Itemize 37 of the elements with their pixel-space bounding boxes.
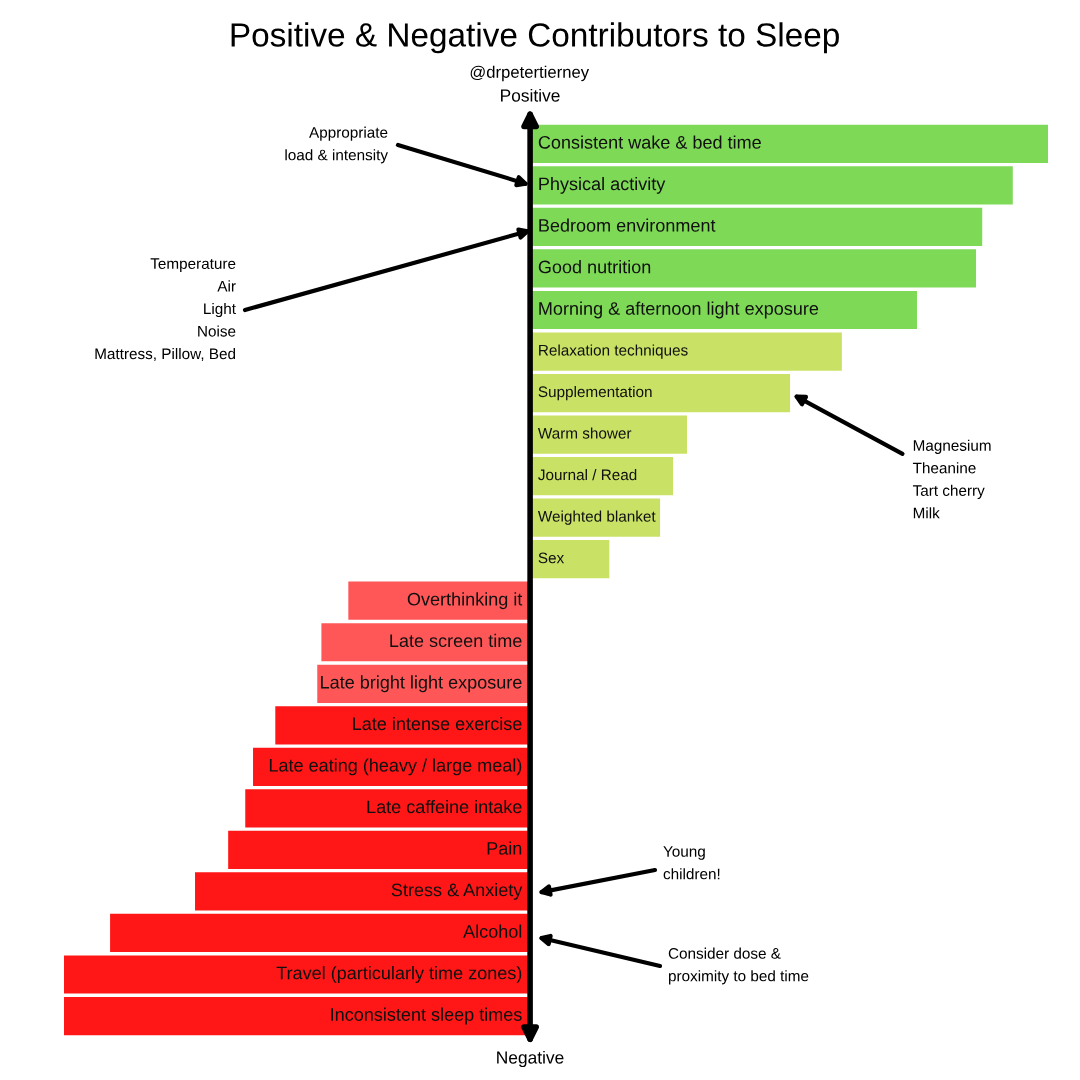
chart-subtitle: @drpetertierney [470,65,590,82]
y-tick-label: Late screen time [390,633,522,648]
y-tick-label: Travel (particularly time zones) [276,966,522,983]
bar [530,415,688,454]
bar [530,457,674,496]
text: Positive [501,88,560,102]
y-tick-label: Pain [487,841,522,855]
y-tick-label: Supplementation [538,385,652,401]
y-tick-label: Journal / Read [538,469,637,481]
y-tick-label: Alcohol [463,924,522,938]
y-tick-label: Physical activity [539,177,666,194]
annotation: Young children! [663,846,720,880]
y-tick-label: Consistent wake & bed time [538,135,761,149]
y-tick-label: Stress & Anxiety [391,883,523,900]
y-tick-label: Late eating (heavy / large meal) [269,758,522,776]
annotation: Consider dose & proximity to bed time [668,947,809,985]
annotation: Appropriate load & intensity [285,126,388,164]
bar [530,540,610,579]
y-tick-label: Weighted blanket [537,510,656,525]
bar [530,207,983,247]
bar [530,332,842,371]
chart-title: Positive & Negative Contributors to Sleep [231,22,839,54]
bar [530,373,791,413]
y-tick-label: Overthinking it [407,592,523,610]
annotation: Magnesium Theanine Tart cherry Milk [912,439,991,519]
y-tick-label: Inconsistent sleep times [331,1007,522,1025]
annotation: Temperature Air Light Noise Mattress, Pillow, Bed [95,258,236,361]
y-tick-label: Late intense exercise [353,716,522,731]
y-tick-label: Good nutrition [538,260,651,274]
y-tick-label: Sex [538,552,565,564]
y-tick-label: Bedroom environment [539,218,716,232]
y-tick-label: Morning & afternoon light exposure [539,301,819,319]
text: Negative [497,1050,564,1068]
y-tick-label: Late caffeine intake [367,799,522,814]
y-tick-label: Warm shower [537,427,632,439]
y-tick-label: Late bright light exposure [321,675,522,693]
y-tick-label: Relaxation techniques [539,344,688,359]
